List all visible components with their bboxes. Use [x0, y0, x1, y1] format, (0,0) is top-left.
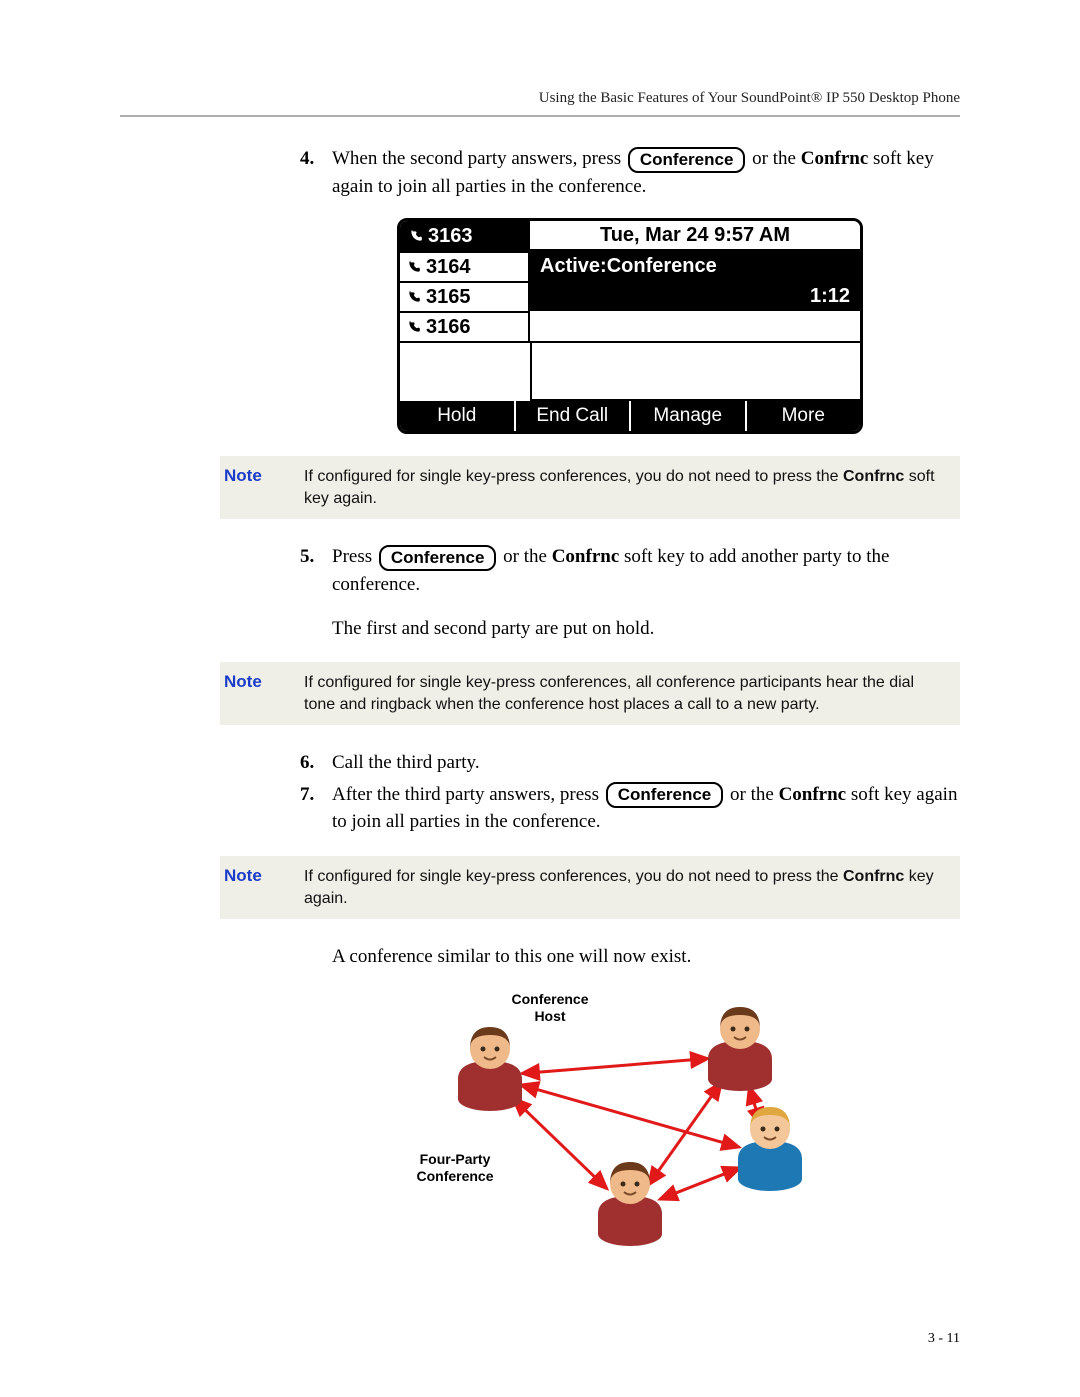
step-5-text: Press Conference or the Confrnc soft key… — [332, 543, 960, 598]
step-5-mid: or the — [503, 546, 552, 567]
phone-softkeys: Hold End Call Manage More — [400, 401, 860, 431]
note-label: Note — [220, 866, 304, 909]
diagram-conf-label: Four-PartyConference — [410, 1151, 500, 1185]
note-1: Note If configured for single key-press … — [220, 456, 960, 519]
step-6-number: 6. — [300, 749, 332, 777]
phone-line-4: 3166 — [400, 311, 530, 341]
phone-blank-row — [530, 311, 860, 341]
step-6-text: Call the third party. — [332, 749, 960, 777]
phone-line-3: 3165 — [400, 281, 530, 311]
confrnc-bold: Confrnc — [779, 784, 847, 805]
note-3-text: If configured for single key-press confe… — [304, 866, 946, 909]
step-6: 6. Call the third party. — [300, 749, 960, 777]
step-5-pre: Press — [332, 546, 377, 567]
step-7-mid: or the — [730, 784, 779, 805]
diagram-person-p3 — [590, 1156, 670, 1246]
note-label: Note — [220, 466, 304, 509]
conference-diagram: ConferenceHost Four-PartyConference — [410, 991, 850, 1251]
handset-icon — [408, 229, 424, 243]
step-7-pre: After the third party answers, press — [332, 784, 604, 805]
step-4-mid: or the — [752, 148, 801, 169]
phone-line-4-num: 3166 — [426, 316, 471, 339]
phone-timer-row: 1:12 — [530, 281, 860, 311]
note-2: Note If configured for single key-press … — [220, 662, 960, 725]
page-footer: 3 - 11 — [928, 1331, 960, 1347]
step-7-number: 7. — [300, 781, 332, 836]
softkey-endcall[interactable]: End Call — [516, 401, 632, 431]
step-4-number: 4. — [300, 145, 332, 200]
phone-line-active-num: 3163 — [428, 225, 473, 248]
handset-icon — [406, 320, 422, 334]
note-1-a: If configured for single key-press confe… — [304, 468, 843, 485]
step-5-follow: The first and second party are put on ho… — [332, 615, 960, 643]
phone-screen: 3163 Tue, Mar 24 9:57 AM 3164 Active:Con… — [397, 218, 863, 434]
phone-status: Active:Conference — [540, 255, 717, 278]
phone-body-right — [530, 341, 860, 401]
header-rule — [120, 115, 960, 117]
note-3: Note If configured for single key-press … — [220, 856, 960, 919]
diagram-person-host — [450, 1021, 530, 1111]
confrnc-bold: Confrnc — [552, 546, 620, 567]
conference-key-icon: Conference — [606, 782, 724, 808]
confrnc-bold: Confrnc — [801, 148, 869, 169]
conference-key-icon: Conference — [628, 147, 746, 173]
softkey-more[interactable]: More — [747, 401, 861, 431]
step-7-text: After the third party answers, press Con… — [332, 781, 960, 836]
softkey-manage[interactable]: Manage — [631, 401, 747, 431]
page-header: Using the Basic Features of Your SoundPo… — [120, 90, 960, 107]
phone-line-active: 3163 — [400, 221, 530, 251]
step-4-text: When the second party answers, press Con… — [332, 145, 960, 200]
phone-body-left — [400, 341, 530, 401]
handset-icon — [406, 290, 422, 304]
closing-text: A conference similar to this one will no… — [332, 943, 960, 971]
handset-icon — [406, 260, 422, 274]
phone-status-row: Active:Conference — [530, 251, 860, 281]
phone-line-2: 3164 — [400, 251, 530, 281]
step-4-pre: When the second party answers, press — [332, 148, 626, 169]
step-4: 4. When the second party answers, press … — [300, 145, 960, 200]
note-label: Note — [220, 672, 304, 715]
note-2-text: If configured for single key-press confe… — [304, 672, 946, 715]
phone-line-2-num: 3164 — [426, 256, 471, 279]
diagram-person-p4 — [730, 1101, 810, 1191]
diagram-host-label: ConferenceHost — [500, 991, 600, 1025]
confrnc-bold: Confrnc — [843, 468, 904, 485]
conference-key-icon: Conference — [379, 545, 497, 571]
diagram-person-p2 — [700, 1001, 780, 1091]
step-5: 5. Press Conference or the Confrnc soft … — [300, 543, 960, 598]
phone-timer: 1:12 — [810, 285, 850, 308]
step-5-number: 5. — [300, 543, 332, 598]
phone-date: Tue, Mar 24 9:57 AM — [530, 221, 860, 251]
note-1-text: If configured for single key-press confe… — [304, 466, 946, 509]
note-3-a: If configured for single key-press confe… — [304, 868, 843, 885]
phone-line-3-num: 3165 — [426, 286, 471, 309]
confrnc-bold: Confrnc — [843, 868, 904, 885]
softkey-hold[interactable]: Hold — [400, 401, 516, 431]
step-7: 7. After the third party answers, press … — [300, 781, 960, 836]
